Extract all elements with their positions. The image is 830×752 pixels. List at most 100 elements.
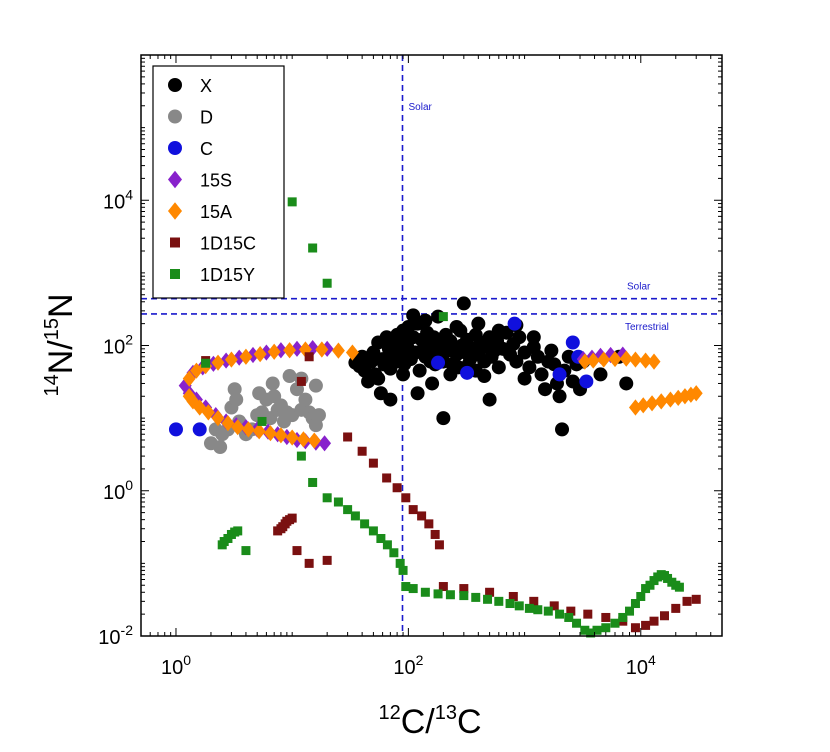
point-15s-15 bbox=[318, 435, 332, 452]
point-1d15y-60 bbox=[674, 582, 684, 592]
legend-label-15a: 15A bbox=[200, 202, 232, 222]
point-1d15y-44 bbox=[592, 625, 602, 635]
point-15a-24 bbox=[315, 341, 329, 358]
point-c-8 bbox=[552, 367, 567, 382]
ref-label-y-terrestrial: Terrestrial bbox=[625, 322, 669, 333]
point-1d15y-48 bbox=[625, 606, 635, 616]
ref-label-y-solar: Solar bbox=[627, 282, 651, 293]
series-15a bbox=[182, 341, 703, 449]
point-d-5 bbox=[229, 392, 244, 407]
point-15a-6 bbox=[231, 419, 245, 436]
point-1d15y-29 bbox=[445, 590, 455, 600]
point-1d15y-38 bbox=[543, 606, 553, 616]
point-1d15c-24 bbox=[438, 582, 448, 592]
point-15a-9 bbox=[263, 425, 277, 442]
point-15a-1 bbox=[186, 393, 200, 410]
point-d-26 bbox=[213, 440, 228, 455]
point-1d15y-17 bbox=[350, 511, 360, 521]
point-1d15y-16 bbox=[343, 505, 353, 515]
point-x-108 bbox=[406, 308, 421, 323]
point-x-82 bbox=[544, 343, 559, 358]
point-15a-35 bbox=[628, 399, 642, 416]
x-tick-label-0: 100 bbox=[161, 652, 191, 679]
legend-label-1d15y: 1D15Y bbox=[200, 265, 255, 285]
point-1d15c-21 bbox=[292, 546, 302, 556]
point-1d15c-36 bbox=[649, 616, 659, 626]
legend-marker-15s bbox=[167, 170, 183, 189]
point-15s-25 bbox=[306, 340, 320, 357]
point-1d15y-33 bbox=[494, 596, 504, 606]
point-1d15c-3 bbox=[343, 432, 353, 442]
point-1d15c-6 bbox=[382, 473, 392, 483]
y-tick-label-2: 102 bbox=[103, 332, 133, 359]
point-15a-32 bbox=[628, 351, 642, 368]
point-c-0 bbox=[168, 422, 183, 437]
point-15a-13 bbox=[307, 432, 321, 449]
point-15a-28 bbox=[586, 352, 600, 369]
legend-item-15a: 15A bbox=[167, 202, 232, 222]
point-d-32 bbox=[308, 378, 323, 393]
point-c-1 bbox=[192, 422, 207, 437]
point-x-111 bbox=[491, 323, 506, 338]
point-15a-15 bbox=[189, 362, 203, 379]
point-1d15y-39 bbox=[555, 609, 565, 619]
point-15a-33 bbox=[639, 352, 653, 369]
point-1d15y-47 bbox=[618, 612, 628, 622]
point-1d15c-11 bbox=[424, 519, 434, 529]
point-1d15c-22 bbox=[304, 558, 314, 568]
point-1d15y-24 bbox=[398, 565, 408, 575]
point-1d15c-34 bbox=[630, 623, 640, 633]
point-x-109 bbox=[398, 325, 413, 340]
point-1d15y-23 bbox=[395, 558, 405, 568]
point-1d15y-21 bbox=[382, 540, 392, 550]
point-d-30 bbox=[252, 386, 267, 401]
point-15a-27 bbox=[578, 353, 592, 370]
point-1d15y-42 bbox=[580, 625, 590, 635]
legend-marker-x bbox=[168, 78, 182, 92]
point-1d15c-4 bbox=[357, 446, 367, 456]
point-1d15c-9 bbox=[408, 505, 418, 515]
point-15a-11 bbox=[285, 429, 299, 446]
series-1d15c bbox=[201, 352, 701, 633]
point-15a-20 bbox=[253, 346, 267, 363]
point-1d15y-52 bbox=[645, 580, 655, 590]
y-tick-label-0: 10-2 bbox=[98, 622, 133, 649]
legend-marker-1d15y bbox=[170, 269, 180, 279]
point-x-110 bbox=[471, 316, 486, 331]
y-tick-label-3: 104 bbox=[103, 186, 133, 213]
point-x-116 bbox=[477, 369, 492, 384]
point-1d15y-37 bbox=[533, 605, 543, 615]
point-15a-40 bbox=[671, 389, 685, 406]
point-15a-38 bbox=[654, 393, 668, 410]
point-1d15c-39 bbox=[682, 596, 692, 606]
point-x-102 bbox=[396, 367, 411, 382]
point-1d15y-34 bbox=[505, 599, 515, 609]
point-x-73 bbox=[509, 354, 524, 369]
point-15a-18 bbox=[224, 351, 238, 368]
point-1d15y-7 bbox=[241, 546, 251, 556]
point-1d15c-35 bbox=[641, 620, 651, 630]
point-1d15y-10 bbox=[308, 243, 318, 253]
point-1d15c-27 bbox=[508, 591, 518, 601]
point-1d15c-32 bbox=[601, 612, 611, 622]
point-15a-34 bbox=[647, 353, 661, 370]
axis-ticks: 100 102 104 10-2 100 102 104 bbox=[98, 54, 723, 679]
point-15s-23 bbox=[274, 342, 288, 359]
point-1d15c-31 bbox=[583, 609, 593, 619]
x-tick-label-2: 104 bbox=[626, 652, 656, 679]
point-1d15y-0 bbox=[201, 358, 211, 368]
point-1d15y-14 bbox=[322, 493, 332, 503]
point-1d15c-12 bbox=[430, 529, 440, 539]
point-1d15y-31 bbox=[471, 592, 481, 602]
point-1d15c-29 bbox=[549, 601, 559, 611]
legend-label-d: D bbox=[200, 108, 213, 128]
point-1d15y-19 bbox=[368, 526, 378, 536]
point-1d15y-50 bbox=[636, 591, 646, 601]
point-15a-4 bbox=[211, 410, 225, 427]
point-d-21 bbox=[298, 392, 313, 407]
point-x-85 bbox=[552, 389, 567, 404]
point-15a-12 bbox=[296, 431, 310, 448]
legend: XDC 15S 15A 1D15C 1D15Y bbox=[152, 65, 285, 299]
point-1d15y-32 bbox=[483, 594, 493, 604]
